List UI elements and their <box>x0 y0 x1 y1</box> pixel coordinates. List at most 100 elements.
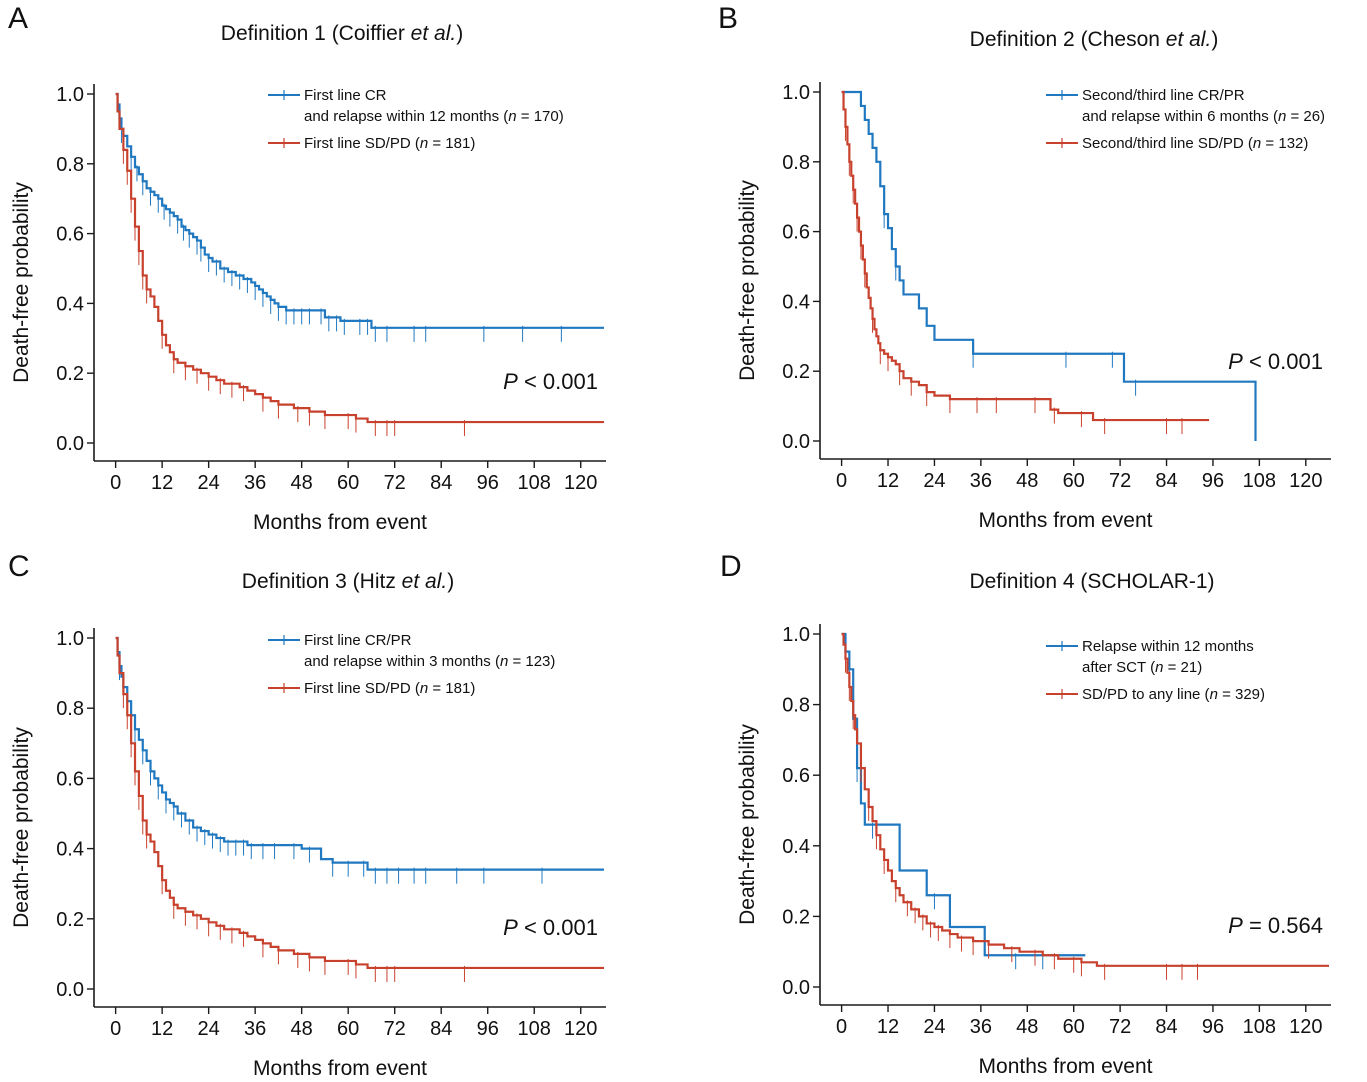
x-tick-label: 48 <box>291 472 313 494</box>
legend-italic-n: n <box>1253 135 1261 152</box>
legend-label: and relapse within 3 months (n = 123) <box>304 653 555 670</box>
title-italic: et al. <box>402 570 448 593</box>
panel-letter: B <box>718 2 738 35</box>
legend-label: after SCT (n = 21) <box>1082 659 1202 676</box>
legend-text-part: First line CR <box>304 87 387 104</box>
y-axis-title: Death-free probability <box>10 182 33 383</box>
x-tick-label: 0 <box>110 472 121 494</box>
legend-label: First line SD/PD (n = 181) <box>304 680 475 697</box>
y-tick-label: 0.0 <box>782 431 810 453</box>
legend-entry-blue: Second/third line CR/PR and relapse withi… <box>1046 87 1325 125</box>
x-tick-label: 96 <box>1202 470 1224 492</box>
x-tick-label: 96 <box>477 472 499 494</box>
x-tick-label: 108 <box>1243 470 1276 492</box>
x-tick-label: 12 <box>877 470 899 492</box>
p-symbol: P <box>1228 913 1243 938</box>
x-tick-label: 60 <box>1063 1016 1085 1038</box>
legend-label: Second/third line SD/PD (n = 132) <box>1082 135 1308 152</box>
km-curve-blue <box>842 634 1086 955</box>
legend-italic-n: n <box>1278 108 1286 125</box>
legend-text-end: = 181) <box>428 680 475 697</box>
legend-text-part: First line SD/PD ( <box>304 680 420 697</box>
legend-entry-red: First line SD/PD (n = 181) <box>268 680 475 697</box>
y-tick-label: 0.8 <box>782 152 810 174</box>
legend-entry-blue: First line CR and relapse within 12 month… <box>268 87 564 125</box>
y-axis-title: Death-free probability <box>736 180 759 381</box>
x-tick-label: 96 <box>477 1018 499 1040</box>
legend-label: Second/third line CR/PR <box>1082 87 1245 104</box>
panel-c: C Definition 3 (Hitz et al.) 0.0 0.2 0.4 0.6 0… <box>8 550 606 1080</box>
legend-italic-n: n <box>1210 686 1218 703</box>
legend-text-end: = 123) <box>508 653 555 670</box>
x-tick-label: 120 <box>564 472 597 494</box>
title-italic: et al. <box>411 22 457 45</box>
legend-italic-n: n <box>1155 659 1163 676</box>
legend-label: Relapse within 12 months <box>1082 638 1254 655</box>
km-curve-blue <box>116 638 604 870</box>
panel-a: A Definition 1 (Coiffier et al.) 0.0 0.2 0.4… <box>8 2 606 534</box>
y-tick-label: 0.2 <box>782 906 810 928</box>
legend-italic-n: n <box>508 108 516 125</box>
legend-text-end: = 26) <box>1286 108 1325 125</box>
legend-text-end: = 21) <box>1163 659 1202 676</box>
legend-entry-red: Second/third line SD/PD (n = 132) <box>1046 135 1308 152</box>
legend-italic-n: n <box>420 680 428 697</box>
x-tick-label: 24 <box>198 1018 220 1040</box>
p-symbol: P <box>503 369 518 394</box>
title-text-end: ) <box>447 570 454 593</box>
x-tick-label: 48 <box>291 1018 313 1040</box>
legend-entry-blue: Relapse within 12 months after SCT (n = 2… <box>1046 638 1254 676</box>
legend-entry-blue: First line CR/PR and relapse within 3 mon… <box>268 632 555 670</box>
x-tick-label: 24 <box>923 470 945 492</box>
x-tick-label: 0 <box>836 470 847 492</box>
legend-label: First line SD/PD (n = 181) <box>304 135 475 152</box>
x-tick-label: 96 <box>1202 1016 1224 1038</box>
legend-entry-red: First line SD/PD (n = 181) <box>268 135 475 152</box>
legend-text-end: = 132) <box>1261 135 1308 152</box>
p-symbol: P <box>1228 349 1243 374</box>
y-tick-label: 0.4 <box>56 839 84 861</box>
y-tick-label: 0.2 <box>782 361 810 383</box>
x-tick-label: 120 <box>1289 1016 1322 1038</box>
title-italic: et al. <box>1166 28 1212 51</box>
p-symbol: P <box>503 915 518 940</box>
y-tick-label: 0.0 <box>56 433 84 455</box>
y-tick-label: 0.6 <box>782 222 810 244</box>
x-tick-label: 0 <box>110 1018 121 1040</box>
title-text-end: ) <box>1211 28 1218 51</box>
x-tick-label: 12 <box>151 1018 173 1040</box>
title-text: Definition 4 (SCHOLAR-1) <box>969 570 1214 593</box>
legend-italic-n: n <box>500 653 508 670</box>
p-value: P < 0.001 <box>503 915 598 940</box>
panel-d: D Definition 4 (SCHOLAR-1) 0.0 0.2 0.4 0.6 0.8… <box>720 550 1331 1078</box>
y-tick-label: 0.4 <box>782 291 810 313</box>
y-tick-label: 0.8 <box>782 695 810 717</box>
x-tick-label: 84 <box>1155 470 1177 492</box>
y-tick-label: 0.6 <box>56 224 84 246</box>
panel-title: Definition 3 (Hitz et al.) <box>242 570 454 593</box>
x-tick-label: 120 <box>564 1018 597 1040</box>
x-tick-label: 84 <box>1155 1016 1177 1038</box>
p-value-text: = 0.564 <box>1243 913 1323 938</box>
y-tick-label: 0.2 <box>56 909 84 931</box>
legend-text-part: after SCT ( <box>1082 659 1155 676</box>
x-tick-label: 36 <box>970 1016 992 1038</box>
panel-letter: C <box>8 550 30 583</box>
x-tick-label: 108 <box>518 1018 551 1040</box>
y-tick-label: 0.0 <box>782 977 810 999</box>
p-value-text: < 0.001 <box>1243 349 1323 374</box>
legend-text-part: Second/third line SD/PD ( <box>1082 135 1253 152</box>
x-axis-title: Months from event <box>253 1057 427 1080</box>
title-text: Definition 1 (Coiffier <box>221 22 411 45</box>
x-tick-label: 24 <box>923 1016 945 1038</box>
legend-text-part: and relapse within 6 months ( <box>1082 108 1278 125</box>
legend-text-part: First line CR/PR <box>304 632 412 649</box>
y-tick-label: 1.0 <box>56 84 84 106</box>
title-text: Definition 3 (Hitz <box>242 570 402 593</box>
x-axis-title: Months from event <box>979 509 1153 532</box>
y-tick-label: 0.6 <box>56 768 84 790</box>
x-tick-label: 72 <box>1109 1016 1131 1038</box>
legend-label: SD/PD to any line (n = 329) <box>1082 686 1265 703</box>
series-blue <box>116 638 604 884</box>
panel-b: B Definition 2 (Cheson et al.) 0.0 0.2 0.4 0.… <box>718 2 1331 532</box>
